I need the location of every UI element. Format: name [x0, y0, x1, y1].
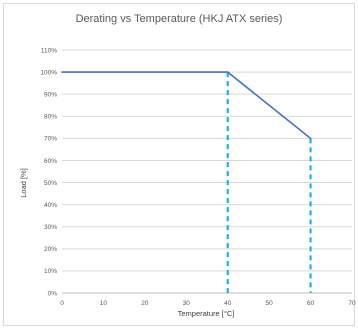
y-tick-label: 100% — [40, 69, 57, 76]
y-tick-label: 110% — [41, 47, 57, 54]
data-point — [309, 137, 312, 140]
x-tick-label: 10 — [100, 300, 108, 307]
x-tick-labels: 0 10 20 30 40 50 60 70 — [60, 300, 356, 307]
data-point — [61, 71, 63, 73]
y-tick-label: 70% — [44, 136, 57, 143]
y-tick-label: 0% — [48, 290, 58, 297]
x-tick-label: 40 — [224, 300, 232, 307]
y-tick-label: 50% — [44, 180, 57, 187]
x-tick-label: 50 — [266, 300, 274, 307]
x-tick-label: 60 — [307, 300, 315, 307]
chart-frame — [3, 3, 355, 326]
x-tick-label: 20 — [141, 300, 149, 307]
y-tick-label: 10% — [44, 268, 57, 275]
y-tick-label: 90% — [44, 91, 57, 98]
x-tick-label: 0 — [60, 300, 64, 307]
x-axis-label: Temperature [°C] — [178, 309, 235, 318]
y-axis-label: Load [%] — [19, 168, 28, 198]
data-point — [226, 71, 229, 73]
chart-title: Derating vs Temperature (HKJ ATX series) — [76, 13, 283, 25]
guide-layer — [226, 72, 312, 293]
y-tick-label: 20% — [44, 246, 57, 253]
y-tick-label: 60% — [44, 158, 57, 165]
y-tick-labels: 0% 10% 20% 30% 40% 50% 60% 70% 80% 90% 100% 110% — [40, 47, 57, 297]
x-tick-label: 30 — [183, 300, 191, 307]
series-layer — [61, 71, 312, 140]
y-tick-label: 40% — [44, 202, 57, 209]
y-tick-label: 80% — [44, 114, 57, 121]
derating-curve-line — [62, 71, 312, 139]
x-tick-label: 70 — [348, 300, 356, 307]
grid-layer — [62, 49, 352, 294]
y-tick-label: 30% — [44, 224, 57, 231]
